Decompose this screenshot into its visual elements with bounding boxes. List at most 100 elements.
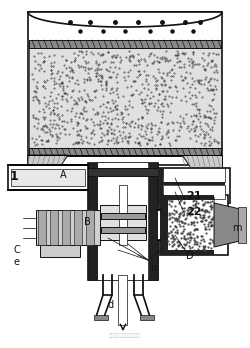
Point	[171, 226, 175, 232]
Point	[65, 83, 69, 88]
Point	[126, 74, 130, 79]
Point	[116, 139, 119, 144]
Point	[181, 228, 185, 234]
Point	[161, 108, 165, 114]
Point	[185, 232, 189, 237]
Point	[175, 227, 179, 232]
Point	[149, 130, 153, 135]
Point	[64, 126, 68, 132]
Point	[199, 219, 203, 224]
Point	[34, 94, 38, 100]
Point	[192, 222, 196, 228]
Point	[73, 81, 77, 86]
Point	[174, 230, 178, 236]
Point	[191, 62, 195, 68]
Point	[195, 77, 199, 82]
Point	[120, 110, 124, 116]
Point	[181, 118, 185, 124]
Point	[96, 78, 100, 84]
Point	[107, 124, 111, 129]
Point	[117, 128, 121, 134]
Point	[165, 57, 169, 63]
Point	[193, 201, 197, 207]
Point	[36, 96, 40, 101]
Point	[178, 221, 182, 227]
Point	[166, 211, 170, 216]
Point	[193, 227, 197, 232]
Point	[97, 72, 101, 78]
Point	[64, 57, 68, 63]
Point	[148, 52, 152, 57]
Point	[204, 230, 208, 236]
Point	[36, 125, 40, 131]
Point	[206, 199, 210, 205]
Point	[84, 99, 88, 105]
Point	[197, 107, 201, 112]
Point	[208, 77, 212, 82]
Point	[136, 125, 140, 130]
Point	[144, 72, 148, 78]
Point	[76, 139, 80, 144]
Point	[77, 114, 81, 120]
Point	[144, 124, 148, 129]
Point	[115, 140, 119, 146]
Point	[72, 87, 76, 93]
Point	[207, 209, 211, 215]
Point	[158, 141, 162, 147]
Point	[168, 142, 172, 148]
Point	[154, 79, 158, 84]
Point	[195, 242, 199, 247]
Point	[52, 118, 56, 123]
Text: A: A	[60, 170, 66, 180]
Point	[114, 74, 118, 80]
Point	[160, 111, 164, 117]
Point	[67, 74, 71, 80]
Point	[145, 142, 149, 147]
Point	[206, 114, 210, 120]
Point	[152, 73, 156, 79]
Point	[201, 202, 205, 207]
Point	[180, 209, 184, 215]
Point	[84, 108, 88, 113]
Point	[200, 219, 204, 224]
Point	[188, 95, 192, 101]
Point	[173, 223, 177, 229]
Point	[124, 120, 128, 126]
Point	[76, 62, 80, 67]
Point	[146, 81, 150, 87]
Point	[50, 107, 54, 112]
Point	[49, 110, 53, 115]
Point	[106, 99, 110, 104]
Point	[99, 72, 103, 78]
Point	[73, 141, 77, 146]
Point	[95, 112, 99, 117]
Point	[158, 129, 162, 135]
Point	[174, 215, 178, 221]
Point	[184, 239, 188, 245]
Point	[208, 199, 212, 205]
Point	[41, 106, 45, 112]
Point	[157, 125, 161, 130]
Point	[91, 127, 95, 133]
Point	[46, 137, 50, 142]
Point	[208, 219, 212, 225]
Point	[38, 137, 42, 143]
Point	[86, 66, 90, 71]
Bar	[160, 195, 228, 255]
Point	[176, 50, 180, 55]
Point	[137, 58, 141, 63]
Point	[56, 92, 60, 97]
Point	[152, 52, 156, 58]
Point	[46, 138, 50, 144]
Point	[31, 97, 35, 103]
Point	[193, 239, 197, 245]
Point	[138, 140, 141, 145]
Point	[190, 93, 194, 98]
Point	[202, 142, 205, 148]
Bar	[168, 195, 214, 200]
Point	[160, 114, 164, 120]
Point	[34, 115, 38, 121]
Point	[33, 142, 37, 148]
Point	[106, 120, 110, 126]
Point	[192, 202, 196, 207]
